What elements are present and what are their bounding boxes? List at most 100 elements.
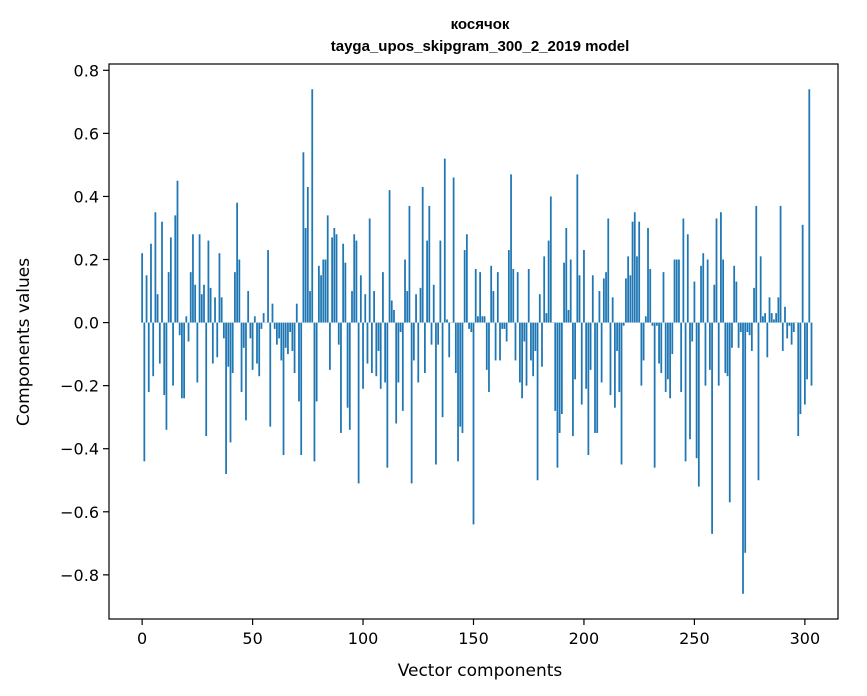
bar-4 bbox=[150, 243, 152, 323]
bar-278 bbox=[755, 205, 758, 323]
bar-64 bbox=[282, 322, 285, 456]
bar-152 bbox=[477, 316, 479, 323]
bar-34 bbox=[216, 322, 219, 358]
bar-191 bbox=[563, 262, 565, 323]
y-axis-label: Components values bbox=[14, 258, 34, 426]
bar-91 bbox=[342, 243, 345, 323]
bar-48 bbox=[247, 291, 250, 323]
bar-228 bbox=[644, 316, 647, 323]
bar-21 bbox=[187, 322, 190, 342]
bar-272 bbox=[742, 322, 744, 594]
bar-28 bbox=[203, 284, 205, 323]
bar-13 bbox=[169, 237, 172, 323]
bar-247 bbox=[686, 234, 689, 323]
bar-84 bbox=[326, 215, 329, 323]
bar-125 bbox=[417, 322, 420, 383]
bar-258 bbox=[711, 322, 713, 534]
bar-301 bbox=[806, 322, 808, 380]
bar-27 bbox=[200, 294, 203, 323]
bar-137 bbox=[443, 158, 446, 323]
bar-53 bbox=[258, 322, 261, 377]
bar-57 bbox=[267, 250, 269, 323]
bar-55 bbox=[262, 313, 265, 323]
bar-284 bbox=[768, 297, 771, 323]
bar-279 bbox=[757, 322, 760, 481]
bar-235 bbox=[660, 322, 663, 374]
bar-302 bbox=[808, 89, 811, 323]
bar-131 bbox=[430, 322, 433, 345]
bar-63 bbox=[280, 322, 283, 361]
bar-232 bbox=[653, 322, 656, 468]
bar-181 bbox=[541, 322, 543, 367]
bar-118 bbox=[401, 322, 404, 411]
bar-141 bbox=[452, 177, 455, 323]
bar-143 bbox=[457, 322, 459, 462]
bar-12 bbox=[167, 272, 170, 323]
bar-256 bbox=[706, 259, 709, 323]
bar-230 bbox=[649, 268, 652, 323]
bar-20 bbox=[185, 316, 188, 323]
bar-275 bbox=[748, 322, 751, 336]
bar-29 bbox=[205, 322, 208, 437]
bar-245 bbox=[682, 218, 685, 323]
bar-1 bbox=[143, 322, 146, 462]
bar-120 bbox=[406, 291, 409, 323]
bar-224 bbox=[636, 256, 638, 323]
bar-81 bbox=[320, 275, 322, 323]
bar-182 bbox=[543, 256, 546, 323]
bar-85 bbox=[329, 322, 331, 370]
bar-271 bbox=[739, 322, 742, 333]
bar-132 bbox=[432, 284, 435, 323]
y-tick-label: −0.2 bbox=[60, 377, 99, 396]
bar-189 bbox=[558, 322, 561, 433]
bar-303 bbox=[810, 322, 813, 386]
bar-260 bbox=[715, 218, 718, 323]
bar-244 bbox=[680, 322, 683, 392]
y-axis: −0.8 −0.6 −0.4 −0.2 0.0 0.2 0.4 0.6 0.8 bbox=[60, 61, 109, 585]
bar-60 bbox=[273, 322, 276, 329]
x-tick-label: 50 bbox=[242, 629, 262, 648]
bar-157 bbox=[488, 322, 490, 392]
bar-255 bbox=[704, 322, 707, 386]
x-axis: 0 50 100 150 200 250 300 bbox=[137, 619, 820, 648]
bar-252 bbox=[697, 322, 700, 487]
bar-207 bbox=[598, 291, 601, 323]
bar-145 bbox=[461, 322, 464, 433]
bar-253 bbox=[700, 265, 702, 323]
y-tick-label: −0.6 bbox=[60, 503, 99, 522]
bar-92 bbox=[344, 262, 347, 323]
bar-16 bbox=[176, 180, 179, 323]
bar-225 bbox=[638, 221, 641, 323]
bar-36 bbox=[220, 297, 223, 323]
bar-68 bbox=[291, 322, 294, 351]
bar-172 bbox=[521, 322, 523, 399]
bar-151 bbox=[474, 268, 477, 323]
bar-202 bbox=[587, 322, 590, 456]
bar-239 bbox=[669, 322, 671, 399]
bar-142 bbox=[454, 322, 457, 374]
bar-106 bbox=[375, 322, 378, 377]
bar-88 bbox=[335, 234, 338, 323]
bar-8 bbox=[158, 322, 161, 364]
bar-9 bbox=[161, 221, 163, 323]
bar-222 bbox=[631, 221, 634, 323]
bar-14 bbox=[172, 322, 174, 386]
bars-group bbox=[141, 89, 813, 594]
bar-294 bbox=[790, 322, 793, 345]
bar-83 bbox=[324, 259, 327, 323]
bar-45 bbox=[240, 322, 243, 392]
bar-184 bbox=[547, 240, 550, 323]
bar-50 bbox=[251, 322, 254, 370]
bar-19 bbox=[183, 322, 185, 399]
bar-300 bbox=[803, 322, 806, 405]
bar-113 bbox=[390, 300, 393, 323]
bar-42 bbox=[234, 272, 236, 323]
bar-233 bbox=[655, 322, 658, 326]
bar-246 bbox=[684, 322, 687, 462]
y-tick-label: −0.8 bbox=[60, 566, 99, 585]
bar-90 bbox=[340, 322, 342, 433]
bar-299 bbox=[801, 224, 804, 323]
bar-269 bbox=[735, 281, 738, 323]
bar-158 bbox=[490, 265, 493, 323]
bar-215 bbox=[616, 322, 618, 351]
